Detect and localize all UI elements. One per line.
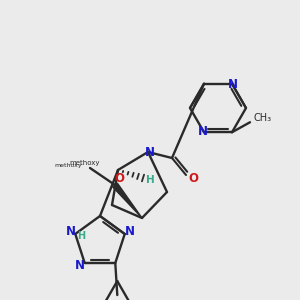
Text: methoxy: methoxy xyxy=(70,160,100,166)
Text: N: N xyxy=(125,226,135,238)
Text: N: N xyxy=(228,78,238,91)
Text: N: N xyxy=(145,146,155,158)
Text: N: N xyxy=(66,226,76,238)
Text: CH₃: CH₃ xyxy=(253,113,271,123)
Text: H: H xyxy=(146,175,154,185)
Text: O: O xyxy=(114,172,124,184)
Text: N: N xyxy=(198,125,208,138)
Text: O: O xyxy=(188,172,198,184)
Text: H: H xyxy=(77,231,85,241)
Text: N: N xyxy=(75,259,85,272)
Polygon shape xyxy=(113,183,142,218)
Text: methoxy: methoxy xyxy=(54,163,82,167)
